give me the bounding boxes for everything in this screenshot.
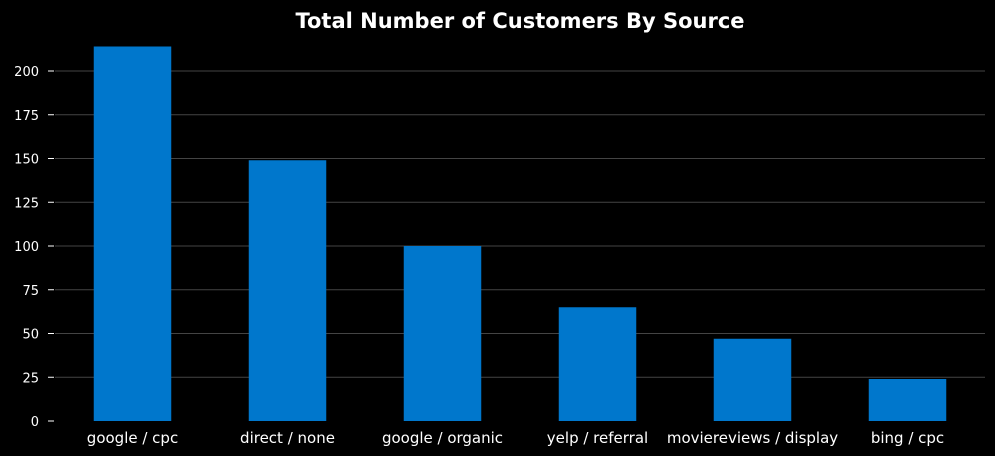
bar-google-cpc [93, 46, 172, 421]
y-axis: 0 25 50 75 100 125 150 175 200 [14, 65, 54, 430]
y-tick-label: 175 [14, 109, 39, 124]
x-tick-label: moviereviews / display [667, 429, 838, 447]
bar-bing-cpc [868, 379, 947, 421]
x-tick-label: bing / cpc [871, 429, 944, 447]
x-tick-label: yelp / referral [547, 429, 648, 447]
chart-title: Total Number of Customers By Source [295, 9, 744, 33]
x-tick-label: google / cpc [87, 429, 178, 447]
y-tick-label: 50 [22, 328, 39, 343]
y-tick-label: 200 [14, 65, 39, 80]
y-tick-label: 75 [22, 284, 39, 299]
y-tick-label: 125 [14, 196, 39, 211]
bar-direct-none [248, 160, 327, 421]
y-tick-label: 150 [14, 153, 39, 168]
x-axis: google / cpc direct / none google / organi… [87, 429, 944, 447]
bar-yelp-referral [558, 307, 637, 421]
bar-google-organic [403, 246, 482, 421]
bars [93, 46, 947, 421]
x-tick-label: direct / none [240, 429, 335, 447]
x-tick-label: google / organic [382, 429, 503, 447]
y-tick-label: 0 [31, 415, 39, 430]
y-tick-label: 25 [22, 371, 39, 386]
bar-moviereviews-display [713, 338, 792, 421]
y-tick-label: 100 [14, 240, 39, 255]
y-gridlines [55, 70, 985, 378]
